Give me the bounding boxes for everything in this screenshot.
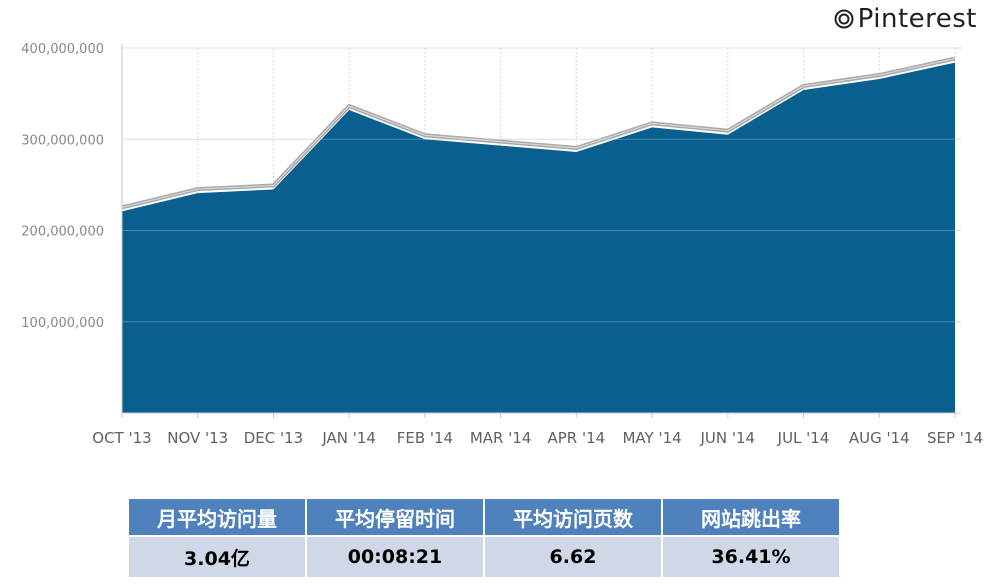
brand-name: Pinterest xyxy=(857,4,977,34)
x-tick-label: MAY '14 xyxy=(622,429,681,447)
x-tick-label: FEB '14 xyxy=(397,429,453,447)
stats-header: 网站跳出率 xyxy=(663,499,839,535)
x-tick-label: OCT '13 xyxy=(92,429,151,447)
stats-value: 36.41% xyxy=(663,537,839,577)
stats-value: 3.04亿 xyxy=(129,537,305,577)
x-tick-label: MAR '14 xyxy=(470,429,532,447)
y-tick-label: 300,000,000 xyxy=(21,133,104,148)
area-outline-highlight xyxy=(121,58,956,208)
stats-header-row: 月平均访问量 平均停留时间 平均访问页数 网站跳出率 xyxy=(129,499,839,535)
x-tick-label: JUN '14 xyxy=(700,429,756,447)
x-tick-label: APR '14 xyxy=(548,429,606,447)
stats-value-row: 3.04亿 00:08:21 6.62 36.41% xyxy=(129,537,839,577)
stats-table: 月平均访问量 平均停留时间 平均访问页数 网站跳出率 3.04亿 00:08:2… xyxy=(127,497,841,579)
stats-header: 平均访问页数 xyxy=(485,499,661,535)
y-tick-label: 200,000,000 xyxy=(21,225,104,240)
stats-value: 6.62 xyxy=(485,537,661,577)
x-tick-label: AUG '14 xyxy=(849,429,910,447)
area-series xyxy=(122,62,955,413)
y-tick-label: 100,000,000 xyxy=(21,316,104,331)
area-chart: 100,000,000 200,000,000 300,000,000 400,000… xyxy=(21,42,983,447)
pinterest-logo-icon xyxy=(834,9,854,29)
x-tick-label: SEP '14 xyxy=(927,429,983,447)
x-tick-label: JUL '14 xyxy=(777,429,830,447)
stats-header: 月平均访问量 xyxy=(129,499,305,535)
x-tick-label: DEC '13 xyxy=(244,429,303,447)
brand: Pinterest xyxy=(834,4,977,34)
stats-value: 00:08:21 xyxy=(307,537,483,577)
x-tick-label: NOV '13 xyxy=(167,429,228,447)
x-tick-label: JAN '14 xyxy=(321,429,376,447)
stats-header: 平均停留时间 xyxy=(307,499,483,535)
y-tick-label: 400,000,000 xyxy=(21,42,104,57)
